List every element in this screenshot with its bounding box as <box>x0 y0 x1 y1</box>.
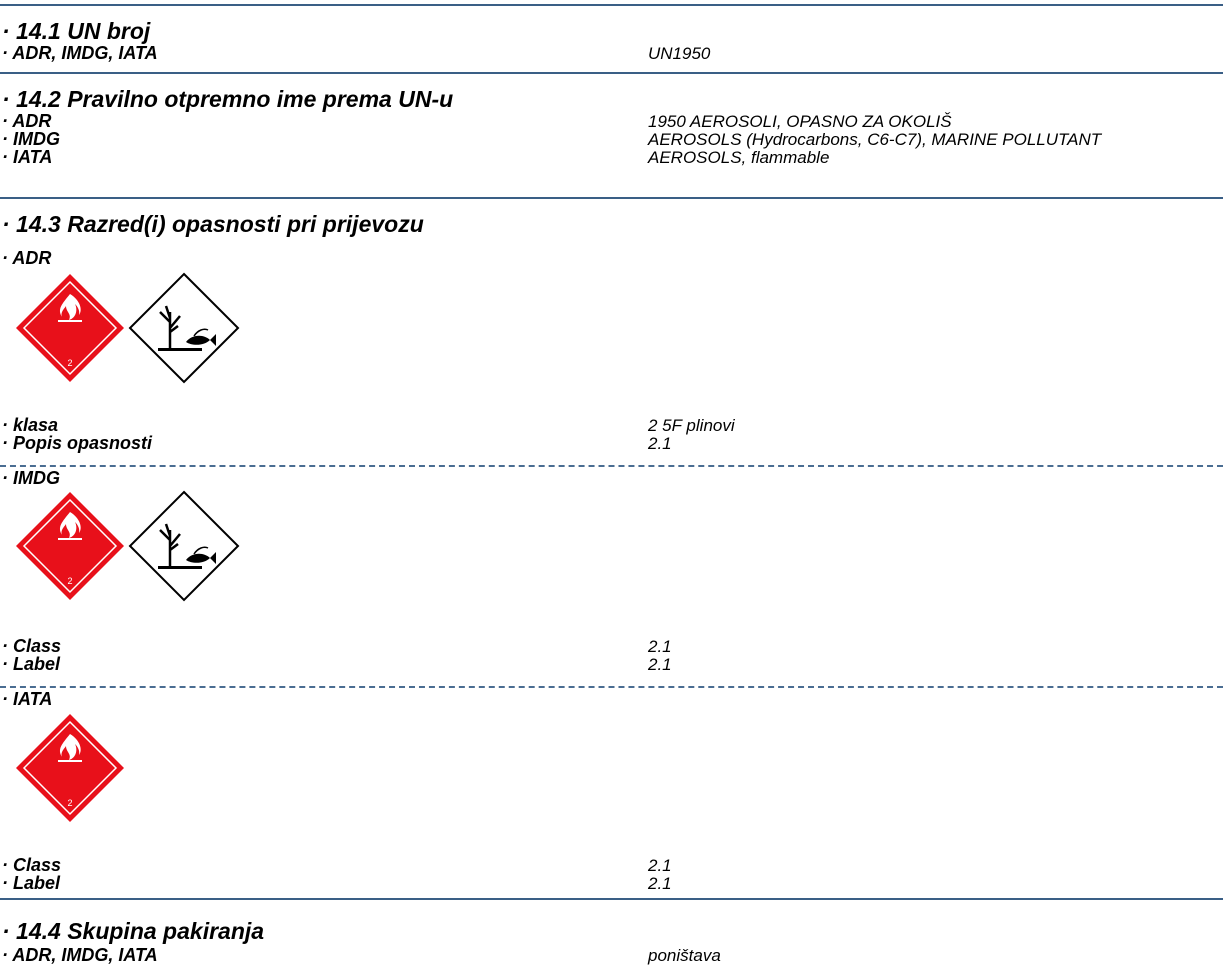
row-value: AEROSOLS, flammable <box>648 148 830 167</box>
placard-number: 2 <box>67 576 72 586</box>
row-value: poništava <box>648 946 721 965</box>
section-divider <box>0 197 1223 199</box>
row-value: UN1950 <box>648 44 711 63</box>
row-value: 2.1 <box>648 856 672 875</box>
row-label: · IATA <box>2 147 53 167</box>
row-value: 2.1 <box>648 655 672 674</box>
placard-number: 2 <box>67 798 72 808</box>
mode-title-imdg: · IMDG <box>2 468 60 488</box>
environment-hazard-icon <box>128 490 240 602</box>
row-value: AEROSOLS (Hydrocarbons, C6-C7), MARINE P… <box>648 130 1102 149</box>
row-label: · ADR <box>2 111 52 131</box>
row-value: 2.1 <box>648 637 672 656</box>
subsection-divider <box>0 465 1223 467</box>
section-heading-14-2: · 14.2 Pravilno otpremno ime prema UN-u <box>2 86 454 112</box>
row-label: · Popis opasnosti <box>2 433 153 453</box>
row-label: · ADR, IMDG, IATA <box>2 945 158 965</box>
row-label: · klasa <box>2 415 59 435</box>
subsection-divider <box>0 686 1223 688</box>
section-heading-14-1: · 14.1 UN broj <box>2 18 151 44</box>
row-value: 2 5F plinovi <box>648 416 735 435</box>
row-label: · Class <box>2 636 62 656</box>
section-divider <box>0 898 1223 900</box>
mode-title-iata: · IATA <box>2 689 53 709</box>
row-label: · Label <box>2 654 61 674</box>
section-divider <box>0 4 1223 6</box>
section-divider <box>0 72 1223 74</box>
row-value: 2.1 <box>648 874 672 893</box>
section-heading-14-4: · 14.4 Skupina pakiranja <box>2 918 265 944</box>
row-label: · IMDG <box>2 129 60 149</box>
environment-hazard-icon <box>128 272 240 384</box>
row-label: · ADR, IMDG, IATA <box>2 43 158 63</box>
flammable-gas-placard-icon: 2 <box>16 714 124 822</box>
mode-title-adr: · ADR <box>2 248 52 268</box>
row-label: · Label <box>2 873 61 893</box>
flammable-gas-placard-icon: 2 <box>16 274 124 382</box>
flammable-gas-placard-icon: 2 <box>16 492 124 600</box>
row-value: 2.1 <box>648 434 672 453</box>
placard-number: 2 <box>67 358 72 368</box>
row-value: 1950 AEROSOLI, OPASNO ZA OKOLIŠ <box>648 112 952 131</box>
section-heading-14-3: · 14.3 Razred(i) opasnosti pri prijevozu <box>2 211 424 237</box>
row-label: · Class <box>2 855 62 875</box>
